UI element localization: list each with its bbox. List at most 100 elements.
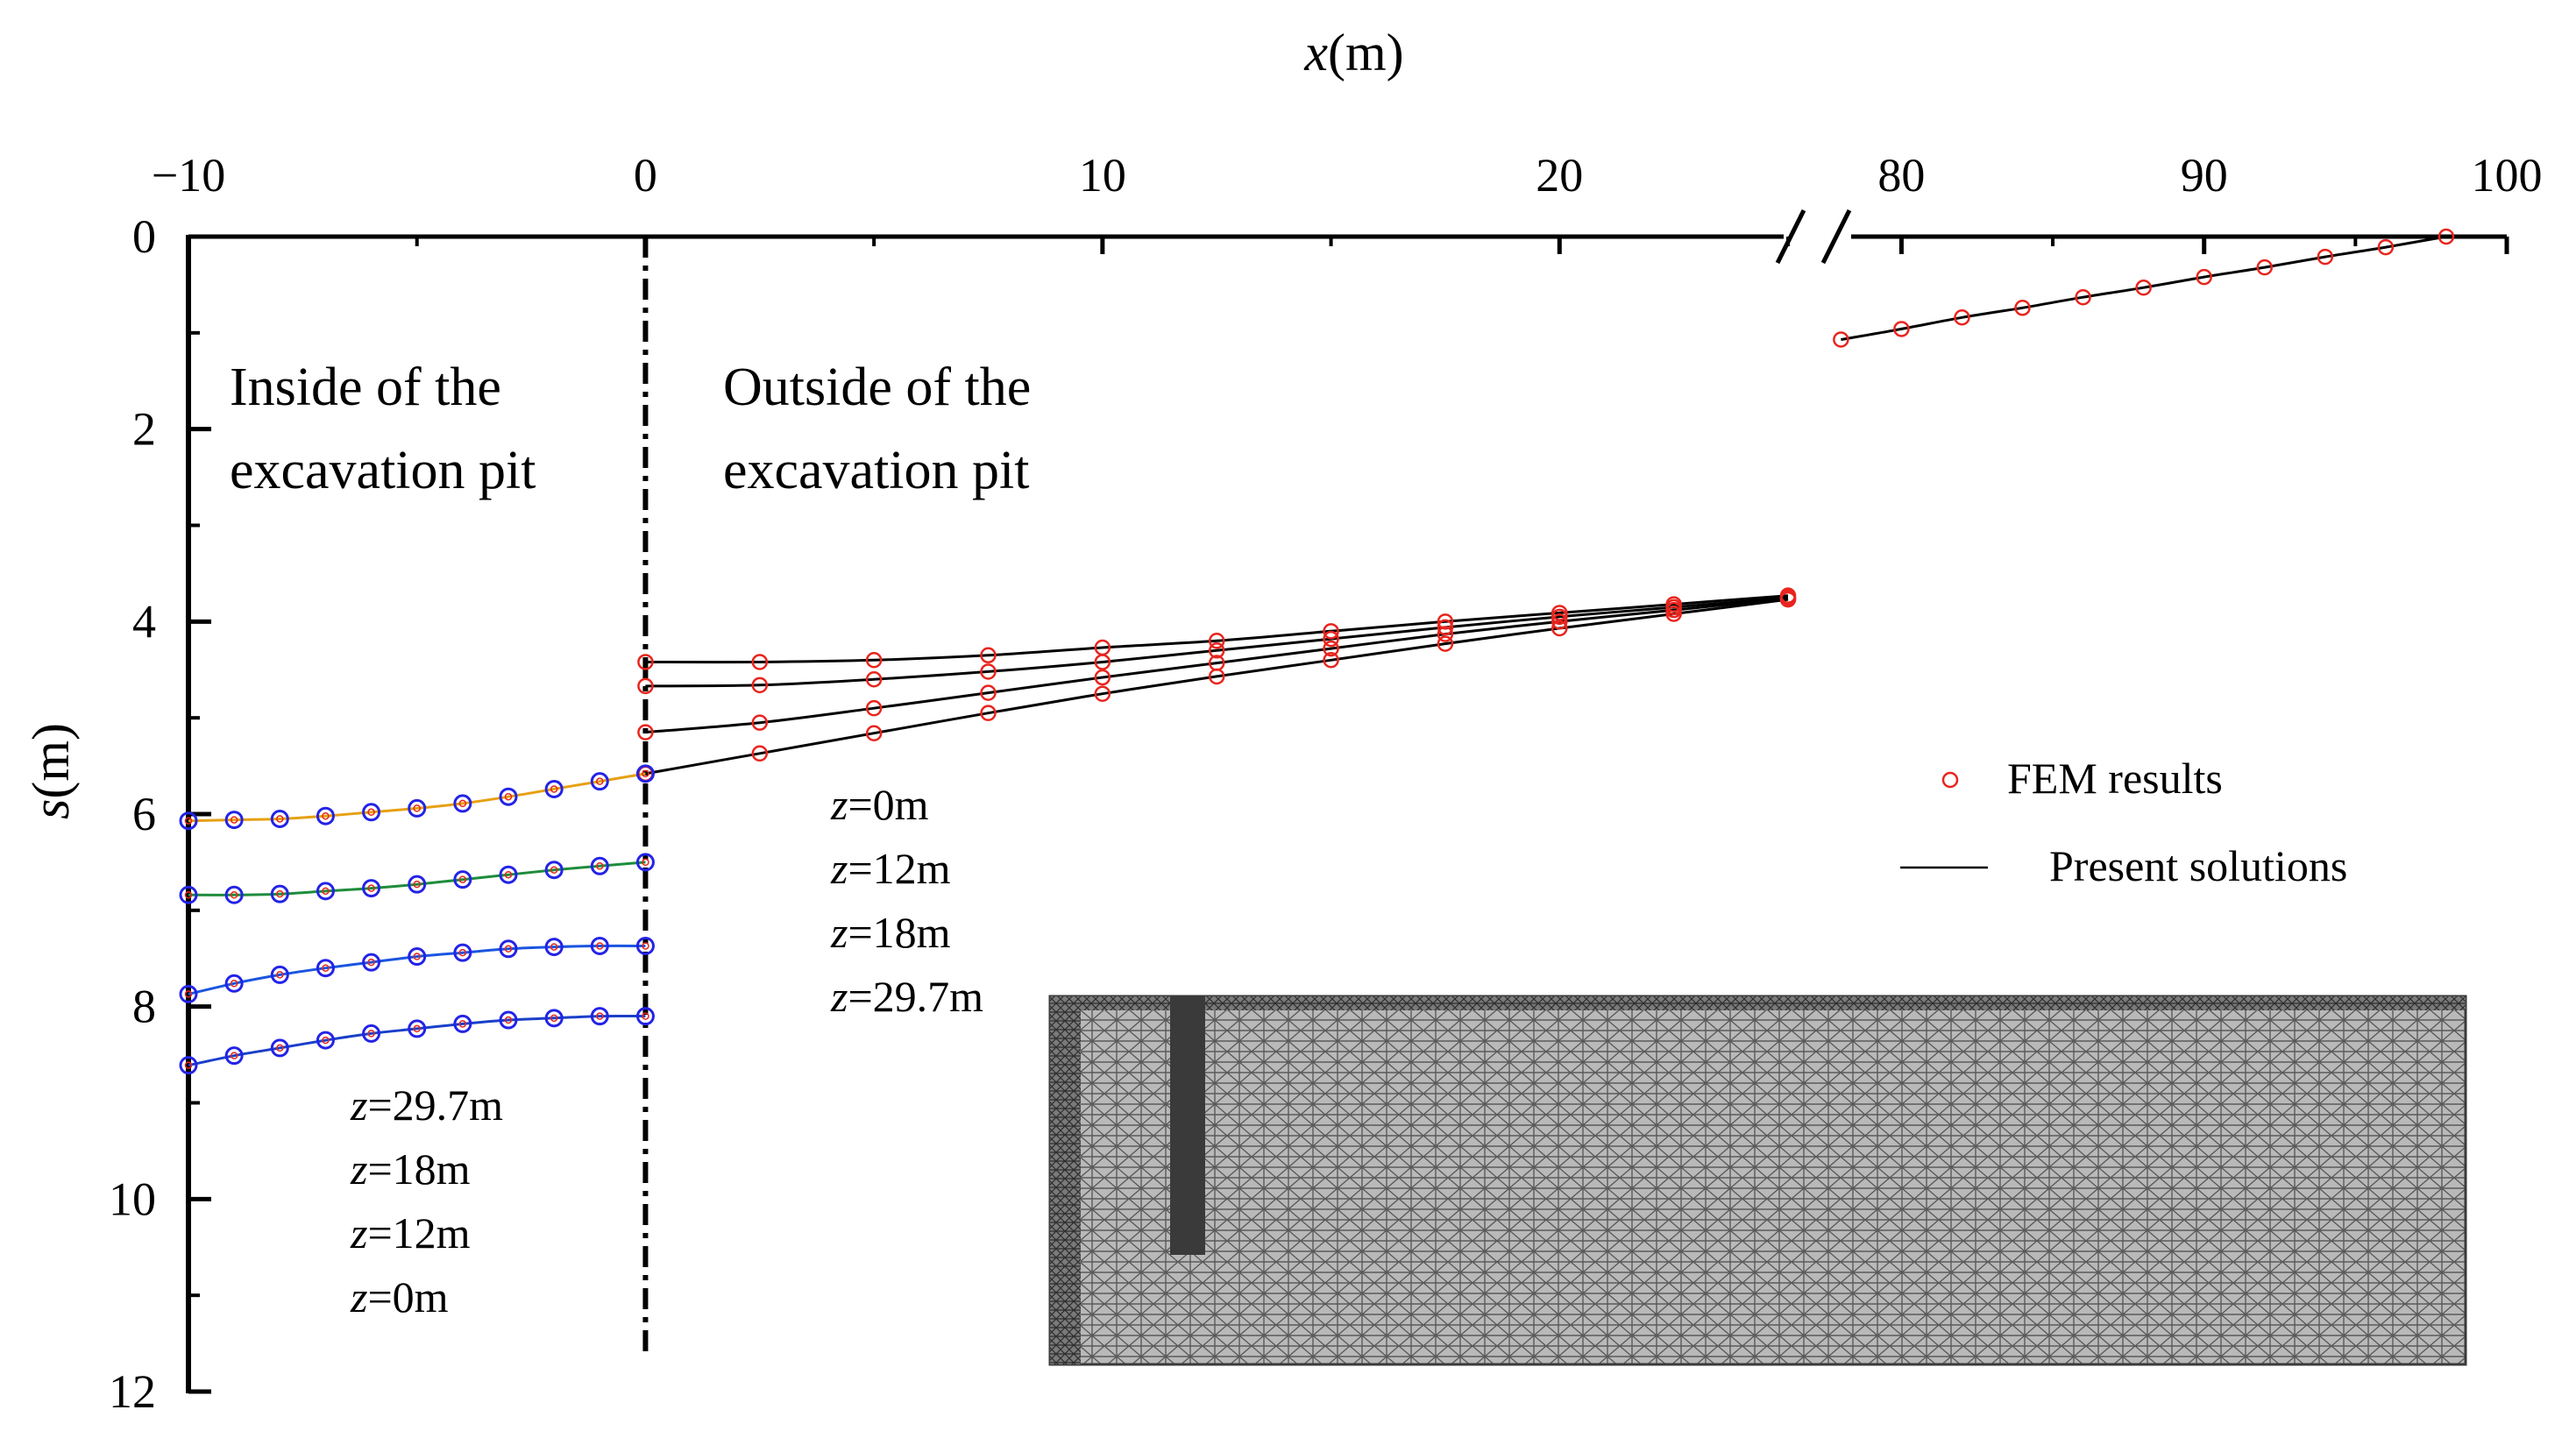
mesh-top-dense [1050, 996, 2466, 1010]
fem-marker-inside-core [504, 1016, 513, 1024]
x-tick-label: 0 [634, 149, 657, 202]
x-tick-label: 80 [1877, 149, 1925, 202]
mesh-left-dense [1050, 996, 1081, 1364]
fem-marker-outside [751, 745, 769, 762]
fem-marker-inside [362, 879, 381, 898]
fem-marker-outside [980, 684, 997, 701]
fem-marker-outside [1208, 642, 1225, 659]
fem-marker-far [1893, 321, 1910, 337]
x-tick-label: 100 [2472, 149, 2543, 202]
fem-marker-inside [453, 1014, 472, 1033]
fem-marker-inside [270, 965, 289, 984]
legend-fem-label: FEM results [2007, 754, 2223, 803]
fem-marker-inside-core [642, 769, 649, 778]
fem-marker-outside [1094, 669, 1111, 686]
fem-marker-outside [1437, 619, 1454, 636]
fem-marker-outside [1437, 626, 1454, 642]
fem-marker-inside-core [458, 799, 467, 808]
fem-marker-outside [1208, 633, 1225, 649]
y-tick-label: 8 [132, 981, 156, 1033]
depth-label-outside-1: z=0m [830, 780, 929, 829]
fem-marker-inside [590, 1007, 609, 1026]
fem-marker-inside [179, 1056, 198, 1075]
fem-marker-inside [635, 936, 655, 955]
fem-marker-far [2256, 259, 2274, 276]
outside-curve-3 [645, 597, 1789, 734]
fem-marker-inside [316, 882, 335, 901]
fem-marker-inside [544, 779, 564, 798]
x-axis-title: x(m) [1303, 24, 1403, 81]
fem-marker-far [1954, 309, 1970, 326]
fem-marker-inside-core [413, 804, 421, 812]
x-tick-label: 90 [2181, 149, 2228, 202]
fem-marker-inside-core [322, 887, 330, 896]
legend-present-label: Present solutions [2049, 841, 2347, 890]
depth-label-outside-3: z=18m [830, 908, 951, 957]
fem-marker-outside [1437, 613, 1454, 630]
fem-marker-inside-core [458, 875, 467, 883]
fem-marker-inside-core [367, 1030, 375, 1038]
fem-marker-outside [1437, 635, 1454, 652]
series-markers [179, 228, 2455, 1075]
fem-marker-outside [637, 677, 654, 695]
fem-marker-inside [590, 772, 609, 791]
fem-marker-inside-core [550, 866, 558, 874]
fem-marker-outside [865, 699, 883, 717]
series-curves [188, 235, 2447, 1067]
fem-marker-inside-core [550, 1014, 558, 1023]
fem-marker-inside [544, 861, 564, 880]
axis-break-slash-2 [1820, 209, 1852, 265]
fem-marker-inside-core [322, 811, 330, 820]
fem-marker-inside [635, 853, 655, 872]
fem-marker-inside [270, 1038, 289, 1058]
fem-marker-inside-core [596, 777, 604, 785]
fem-marker-far [2317, 248, 2334, 266]
y-tick-label: 6 [132, 788, 156, 840]
fem-marker-inside-core [550, 943, 558, 951]
axis-break-slash-1 [1775, 209, 1806, 265]
fem-marker-inside-core [230, 891, 238, 899]
fem-marker-inside-core [184, 1061, 193, 1069]
fem-marker-far [2377, 238, 2395, 256]
depth-label-inside-1: z=29.7m [350, 1080, 503, 1130]
fem-marker-inside-core [276, 971, 284, 979]
fem-marker-inside-core [550, 785, 558, 793]
fem-marker-outside [1323, 623, 1339, 640]
fem-marker-inside-core [642, 1012, 649, 1020]
depth-label-inside-3: z=12m [350, 1208, 471, 1257]
fem-marker-outside [637, 724, 654, 740]
fem-marker-inside [179, 811, 198, 831]
fem-marker-inside [270, 884, 289, 903]
x-tick-label: −10 [152, 149, 225, 202]
fem-marker-outside [865, 652, 883, 669]
depth-label-outside-4: z=29.7m [830, 972, 983, 1021]
fem-marker-inside-core [230, 816, 238, 824]
mesh-body [1048, 995, 2467, 1366]
fem-marker-inside [590, 856, 609, 875]
fem-marker-inside-core [184, 891, 193, 899]
fem-marker-far [2075, 288, 2091, 306]
fem-marker-outside [751, 714, 769, 731]
fem-marker-outside [980, 647, 997, 664]
fem-marker-outside [980, 705, 997, 721]
fem-marker-inside-core [596, 942, 604, 950]
inside-curve-2 [188, 861, 646, 896]
depth-label-inside-2: z=18m [350, 1144, 471, 1194]
fem-marker-inside-core [413, 1024, 421, 1033]
inside-curve-3 [188, 944, 646, 995]
fem-marker-outside [751, 654, 769, 670]
fem-marker-inside [224, 1046, 244, 1066]
fem-mesh-inset [1048, 995, 2467, 1366]
fem-marker-inside-core [276, 889, 284, 898]
fem-marker-inside [270, 809, 289, 828]
fem-marker-outside [1094, 685, 1111, 702]
fem-marker-inside-core [230, 1052, 238, 1059]
fem-marker-outside [1551, 613, 1568, 630]
outside-region-label-line1: Outside of the [723, 358, 1031, 417]
fem-marker-inside-core [413, 880, 421, 889]
fem-marker-inside [179, 885, 198, 904]
fem-marker-inside [499, 939, 518, 959]
fem-marker-inside-core [596, 862, 604, 870]
fem-marker-inside-core [276, 815, 284, 823]
